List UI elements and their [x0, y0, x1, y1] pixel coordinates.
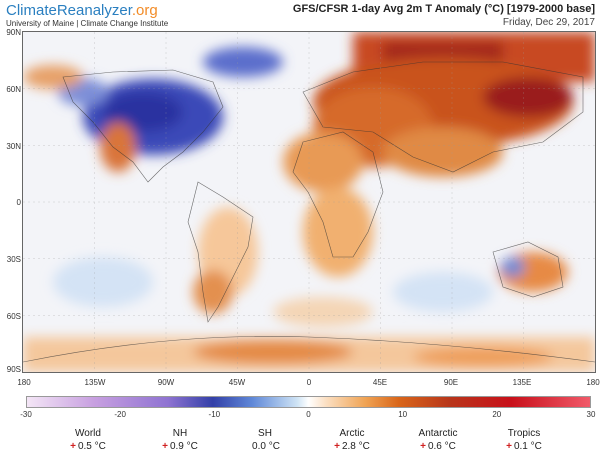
stat-antarctic: Antarctic +0.6 °C [393, 428, 483, 454]
lon-label-0: 0 [306, 378, 312, 387]
lat-label-90n: 90N [6, 28, 21, 37]
stat-value: +0.9 °C [162, 441, 198, 452]
logo-text: ClimateReanalyzer.org [6, 2, 158, 19]
lat-label-60s: 60S [6, 312, 21, 321]
map-date: Friday, Dec 29, 2017 [502, 17, 595, 28]
stat-arctic: Arctic +2.8 °C [307, 428, 397, 454]
stat-name: SH [258, 428, 272, 439]
lat-label-60n: 60N [6, 85, 21, 94]
stat-value: +0.5 °C [70, 441, 106, 452]
lon-label-135w: 135W [84, 378, 106, 387]
lon-label-90w: 90W [157, 378, 175, 387]
lon-label-45e: 45E [372, 378, 388, 387]
lat-label-0: 0 [16, 198, 21, 207]
site-logo[interactable]: ClimateReanalyzer.org University of Main… [6, 2, 168, 28]
lat-label-30s: 30S [6, 255, 21, 264]
lon-label-180w: 180 [17, 378, 31, 387]
temperature-anomaly-map [22, 31, 596, 373]
stat-name: Arctic [339, 428, 365, 439]
color-tick: 20 [492, 410, 502, 419]
map-title: GFS/CFSR 1-day Avg 2m T Anomaly (°C) [19… [292, 3, 595, 15]
lon-label-180e: 180 [586, 378, 600, 387]
color-tick: -10 [208, 410, 221, 419]
stat-sh: SH 0.0 °C [220, 428, 310, 454]
color-scale-ticks: -30 -20 -10 0 10 20 30 [20, 410, 595, 420]
stat-tropics: Tropics +0.1 °C [479, 428, 569, 454]
lat-label-90s: 90S [6, 365, 21, 374]
lon-label-45w: 45W [228, 378, 246, 387]
stat-value: +0.1 °C [506, 441, 542, 452]
color-tick: 30 [586, 410, 596, 419]
color-tick: 10 [398, 410, 408, 419]
map-title-block: GFS/CFSR 1-day Avg 2m T Anomaly (°C) [19… [293, 3, 595, 29]
stat-name: Antarctic [418, 428, 458, 439]
color-tick: 0 [306, 410, 311, 419]
color-tick: -20 [114, 410, 126, 419]
stat-nh: NH +0.9 °C [135, 428, 225, 454]
stat-value: +2.8 °C [334, 441, 370, 452]
stat-name: World [75, 428, 101, 439]
color-tick: -30 [20, 410, 32, 419]
lat-label-30n: 30N [6, 142, 21, 151]
stat-world: World +0.5 °C [43, 428, 133, 454]
logo-subtitle: University of Maine | Climate Change Ins… [6, 19, 169, 28]
region-stats: World +0.5 °C NH +0.9 °C SH 0.0 °C Arcti… [0, 428, 605, 454]
stat-name: Tropics [507, 428, 541, 439]
lon-label-90e: 90E [443, 378, 459, 387]
stat-value: +0.6 °C [420, 441, 456, 452]
stat-value: 0.0 °C [252, 441, 280, 452]
lon-label-135e: 135E [512, 378, 532, 387]
color-scale-bar [26, 396, 591, 408]
stat-name: NH [172, 428, 188, 439]
